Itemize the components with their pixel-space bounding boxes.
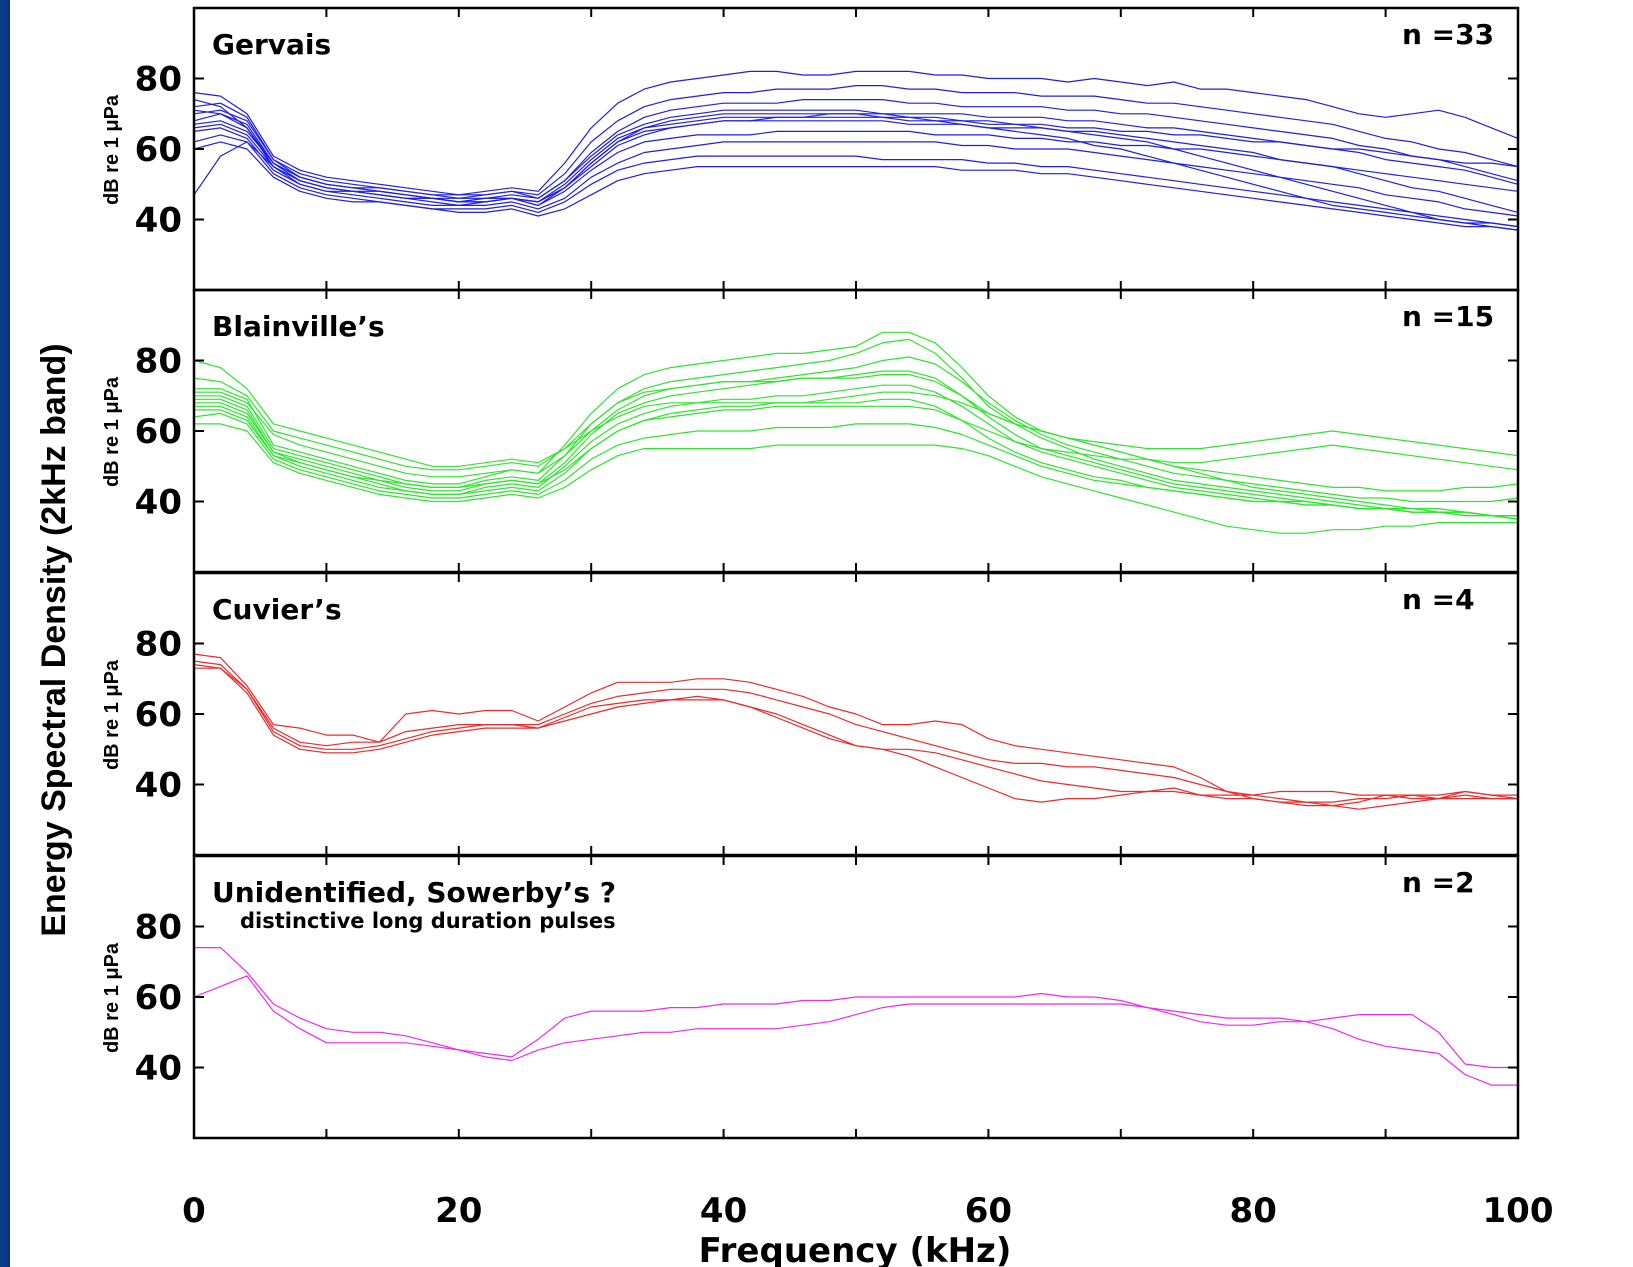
series-line-8 [193, 141, 1519, 231]
series-line-1 [193, 70, 1519, 196]
panel-title: Unidentified, Sowerby’s ? [212, 876, 616, 909]
panel-y-label: dB re 1 μPa [101, 94, 123, 205]
y-axis-main-label: Energy Spectral Density (2kHz band) [35, 343, 73, 936]
series-group [193, 70, 1519, 231]
panels: 40 60 80 dB re 1 μPa Gervais n =33 40 60 80 dB re… [101, 6, 1520, 1140]
y-tick-label: 40 [135, 766, 182, 806]
panel-title: Cuvier’s [212, 593, 342, 626]
y-tick-label: 60 [135, 695, 182, 735]
panel-4: 40 60 80 dB re 1 μPa Unidentified, Sowerby’s… [101, 854, 1520, 1140]
series-line-6 [193, 412, 1518, 517]
y-tick-label: 60 [135, 130, 182, 170]
panel-title: Gervais [212, 28, 331, 61]
panel-1: 40 60 80 dB re 1 μPa Gervais n =33 [101, 6, 1520, 292]
series-line-1 [194, 331, 1519, 520]
series-group [193, 946, 1518, 1086]
series-line-10 [194, 356, 1519, 503]
panel-count: n =4 [1402, 583, 1475, 616]
y-tick-label: 80 [135, 908, 182, 948]
y-tick-label: 80 [135, 342, 182, 382]
panel-y-label: dB re 1 μPa [101, 659, 123, 770]
x-tick-label: 80 [1230, 1191, 1277, 1231]
panel-3: 40 60 80 dB re 1 μPa Cuvier’s n =4 [101, 571, 1520, 857]
x-axis-ticks: 0 20 40 60 80 100 [182, 1191, 1553, 1231]
panel-count: n =2 [1402, 866, 1475, 899]
series-line-9 [194, 405, 1519, 488]
y-tick-label: 40 [135, 483, 182, 523]
panel-y-label: dB re 1 μPa [101, 942, 123, 1053]
panel-frame [192, 288, 1520, 574]
series-line-5 [194, 398, 1518, 517]
x-axis-label: Frequency (kHz) [699, 1231, 1012, 1267]
series-line-5 [193, 98, 1519, 199]
series-line-6 [193, 127, 1519, 217]
series-line-1 [194, 946, 1518, 1069]
y-tick-label: 60 [135, 412, 182, 452]
panel-count: n =33 [1402, 18, 1494, 51]
spectral-density-chart: Energy Spectral Density (2kHz band) 40 60… [35, 6, 1553, 1267]
panel-2: 40 60 80 dB re 1 μPa Blainville’s n =15 [101, 288, 1520, 574]
series-group [193, 653, 1519, 810]
series-line-2 [193, 660, 1519, 807]
series-line-12 [193, 113, 1519, 228]
y-tick-label: 60 [135, 978, 182, 1018]
panel-title: Blainville’s [212, 310, 385, 343]
series-line-1 [193, 653, 1518, 803]
panel-frame [192, 6, 1520, 292]
series-line-8 [193, 374, 1519, 471]
series-line-11 [193, 359, 1519, 492]
x-tick-label: 20 [435, 1191, 482, 1231]
series-line-3 [193, 664, 1518, 796]
series-line-2 [193, 84, 1519, 196]
x-tick-label: 0 [182, 1191, 206, 1231]
series-group [193, 331, 1519, 534]
series-line-2 [193, 975, 1518, 1086]
x-tick-label: 40 [700, 1191, 747, 1231]
figure: Energy Spectral Density (2kHz band) 40 60… [10, 0, 1633, 1267]
panel-subtitle: distinctive long duration pulses [240, 909, 616, 933]
series-line-4 [194, 667, 1518, 810]
series-line-9 [193, 109, 1519, 203]
panel-y-label: dB re 1 μPa [101, 376, 123, 487]
y-tick-label: 40 [135, 1049, 182, 1089]
y-tick-label: 40 [135, 201, 182, 241]
panel-count: n =15 [1402, 300, 1494, 333]
y-tick-label: 80 [135, 625, 182, 665]
series-line-7 [194, 423, 1518, 534]
x-tick-label: 60 [965, 1191, 1012, 1231]
series-line-3 [193, 109, 1519, 199]
series-line-10 [193, 109, 1519, 231]
y-tick-label: 80 [135, 60, 182, 100]
x-tick-label: 100 [1483, 1191, 1554, 1231]
series-line-7 [193, 134, 1519, 228]
series-line-3 [194, 370, 1519, 520]
